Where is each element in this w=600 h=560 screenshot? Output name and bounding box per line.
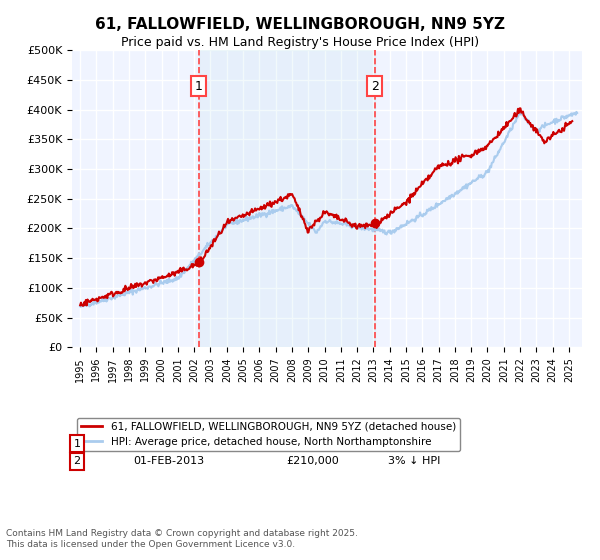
Text: £144,000: £144,000 — [286, 438, 339, 449]
Text: 01-FEB-2013: 01-FEB-2013 — [133, 456, 205, 466]
Text: 2: 2 — [74, 456, 80, 466]
Text: Contains HM Land Registry data © Crown copyright and database right 2025.
This d: Contains HM Land Registry data © Crown c… — [6, 529, 358, 549]
Bar — [199, 50, 375, 347]
Text: 61, FALLOWFIELD, WELLINGBOROUGH, NN9 5YZ: 61, FALLOWFIELD, WELLINGBOROUGH, NN9 5YZ — [95, 17, 505, 32]
Text: Price paid vs. HM Land Registry's House Price Index (HPI): Price paid vs. HM Land Registry's House … — [121, 36, 479, 49]
Text: 12-APR-2002: 12-APR-2002 — [133, 438, 205, 449]
Text: 1: 1 — [195, 80, 203, 92]
Text: £210,000: £210,000 — [286, 456, 339, 466]
Text: 1: 1 — [74, 438, 80, 449]
Text: 3% ↓ HPI: 3% ↓ HPI — [388, 456, 440, 466]
Text: 9% ↑ HPI: 9% ↑ HPI — [388, 438, 440, 449]
Text: 2: 2 — [371, 80, 379, 92]
Legend: 61, FALLOWFIELD, WELLINGBOROUGH, NN9 5YZ (detached house), HPI: Average price, d: 61, FALLOWFIELD, WELLINGBOROUGH, NN9 5YZ… — [77, 418, 460, 451]
